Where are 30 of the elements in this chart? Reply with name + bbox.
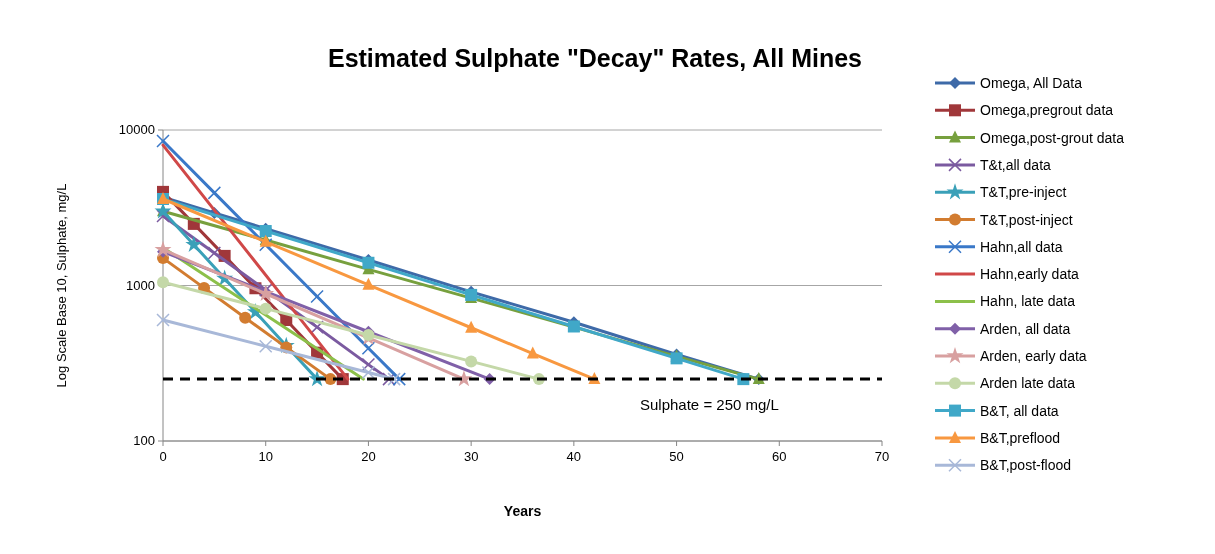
x-axis-title: Years xyxy=(503,503,542,519)
legend-label: Arden, all data xyxy=(980,320,1071,337)
legend-label: B&T,post-flood xyxy=(980,457,1072,474)
x-tick-label: 30 xyxy=(463,449,479,464)
x-tick-label: 0 xyxy=(159,449,167,464)
x-tick-label: 10 xyxy=(258,449,273,464)
y-tick-label: 1000 xyxy=(126,277,155,293)
legend-label: T&T,pre-inject xyxy=(980,184,1067,201)
x-tick-label: 40 xyxy=(566,449,582,464)
x-tick-label: 20 xyxy=(361,449,376,464)
y-tick-label: 10000 xyxy=(118,122,155,137)
x-tick-label: 50 xyxy=(669,449,684,464)
legend-label: Hahn, late data xyxy=(980,293,1076,310)
x-tick-label: 70 xyxy=(874,449,890,464)
legend-label: Omega,pregrout data xyxy=(980,102,1114,119)
legend-label: B&T, all data xyxy=(980,402,1059,419)
legend-label: T&t,all data xyxy=(980,156,1052,173)
y-axis-title: Log Scale Base 10, Sulphate, mg/L xyxy=(54,183,69,388)
legend-label: Arden late data xyxy=(980,375,1076,392)
legend-label: T&T,post-inject xyxy=(980,211,1073,228)
y-tick-label: 100 xyxy=(133,433,155,448)
legend-label: B&T,preflood xyxy=(980,429,1061,446)
legend-label: Hahn,all data xyxy=(980,238,1063,255)
legend-label: Omega, All Data xyxy=(980,75,1083,91)
x-tick-label: 60 xyxy=(772,449,787,464)
legend-label: Hahn,early data xyxy=(980,266,1080,283)
ref-line-label: Sulphate = 250 mg/L xyxy=(640,396,779,414)
chart-title: Estimated Sulphate "Decay" Rates, All Mines xyxy=(327,44,863,72)
legend-label: Omega,post-grout data xyxy=(980,129,1125,146)
legend-label: Arden, early data xyxy=(980,348,1087,364)
